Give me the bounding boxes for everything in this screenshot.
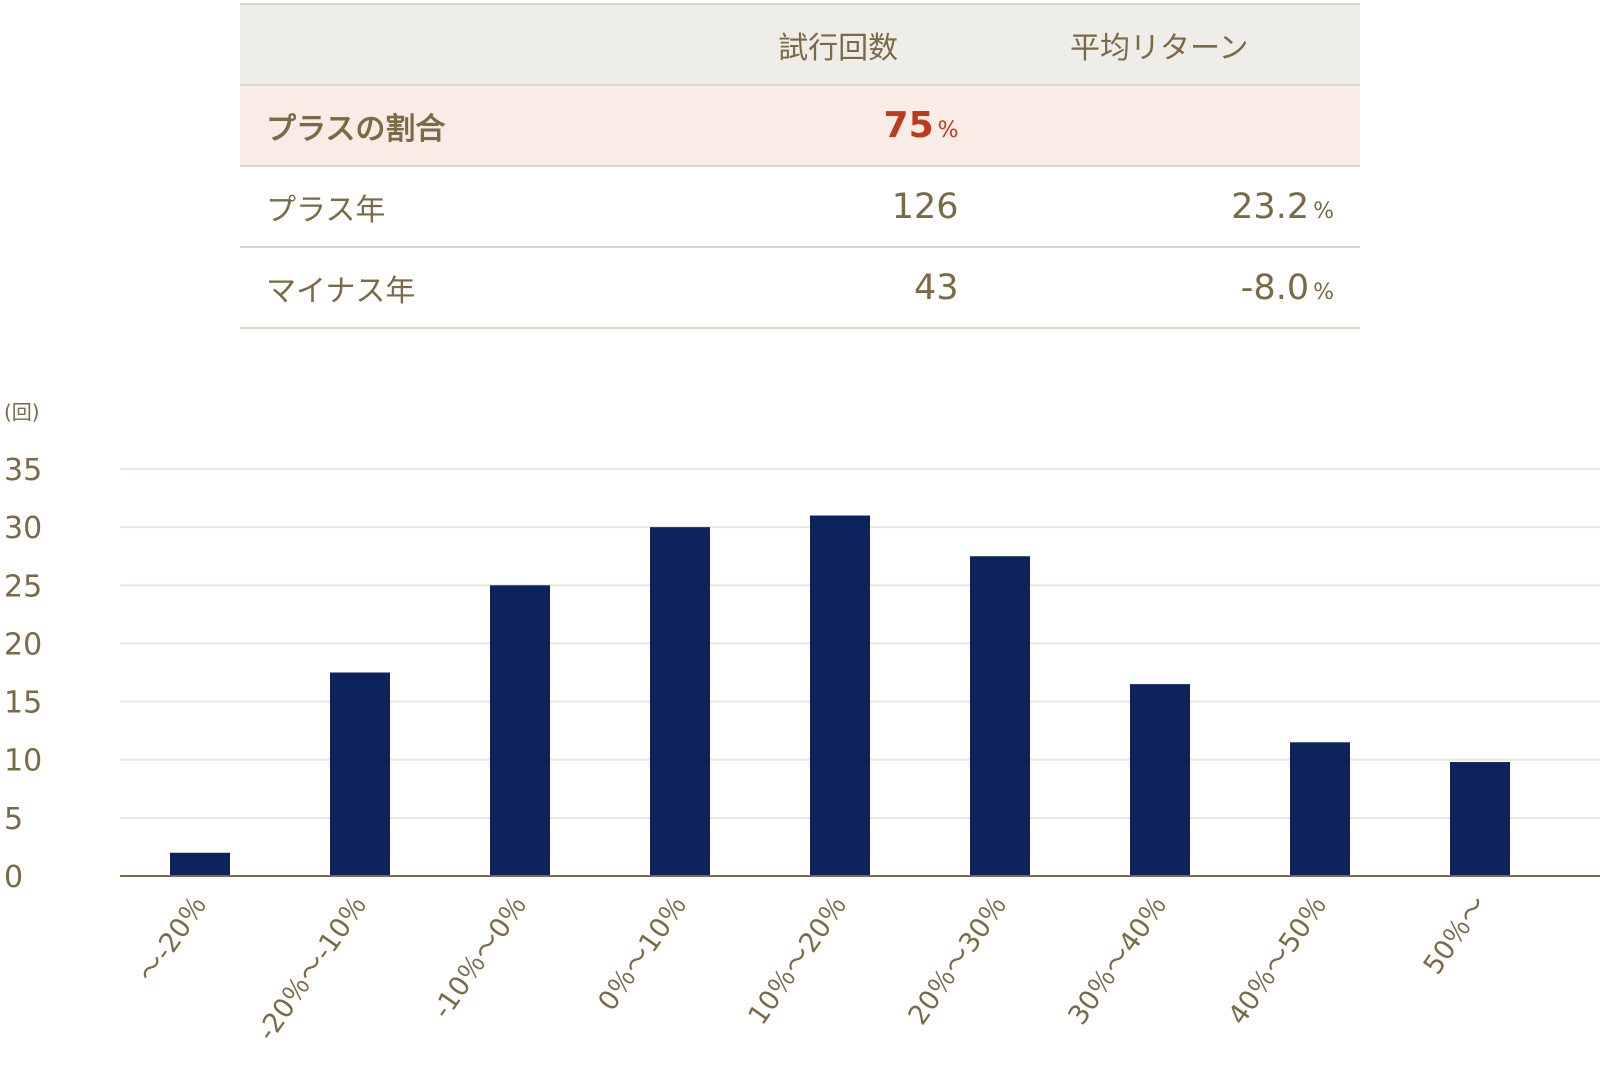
plus-year-avg: 23.2 [1231,186,1310,227]
table-row-minus-year: マイナス年 43 -8.0% [240,247,1360,329]
table-row-plus-year: プラス年 126 23.2% [240,166,1360,248]
plus-year-avg-unit: % [1313,198,1334,224]
bar [170,852,230,876]
minus-year-count: 43 [717,247,959,329]
plus-ratio-cell: 75% [717,85,959,167]
bar [1290,742,1350,876]
y-tick-label: 0 [4,860,23,895]
minus-year-avg-cell: -8.0% [958,247,1360,329]
minus-year-avg-unit: % [1313,279,1334,305]
bar [970,556,1030,876]
plus-ratio-empty [958,85,1360,167]
histogram-chart: (回) 0 5 10 15 20 25 30 35 ～-20％ -20％～-10％ -10％～0％ 0％… [4,400,1600,1047]
header-empty [240,3,718,86]
header-trial-count: 試行回数 [717,3,959,86]
y-tick-label: 25 [4,569,42,604]
minus-year-label: マイナス年 [240,247,718,329]
y-tick-label: 10 [4,744,42,779]
header-average-return: 平均リターン [958,3,1360,86]
x-tick-label: 30％～40％ [1062,890,1173,1030]
plus-year-label: プラス年 [240,166,718,248]
y-axis-label: (回) [4,400,40,424]
y-tick-label: 5 [4,802,23,837]
x-tick-label: 40％～50％ [1222,890,1333,1030]
y-tick-label: 35 [4,453,42,488]
x-tick-label: ～-20％ [132,890,214,988]
y-tick-label: 15 [4,686,42,721]
y-tick-label: 30 [4,511,42,546]
bar [1450,762,1510,876]
x-tick-label: -10％～0％ [427,890,534,1024]
minus-year-avg: -8.0 [1240,267,1310,308]
plus-ratio-label: プラスの割合 [240,85,718,167]
plus-year-avg-cell: 23.2% [958,166,1360,248]
plus-year-count: 126 [717,166,959,248]
table-header-row: 試行回数 平均リターン [240,3,1360,86]
x-tick-label: 0％～10％ [592,890,693,1016]
plus-ratio-value: 75 [883,105,934,146]
bar [330,672,390,876]
y-tick-label: 20 [4,627,42,662]
x-tick-label: -20％～-10％ [251,890,373,1046]
plus-ratio-unit: % [937,118,959,143]
x-tick-label: 50％～ [1418,890,1494,980]
bar [650,527,710,876]
stats-table: 試行回数 平均リターン プラスの割合 75% プラス年 126 23.2% マイ… [240,3,1360,329]
x-tick-label: 20％～30％ [902,890,1013,1030]
bar [1130,684,1190,876]
x-tick-label: 10％～20％ [742,890,853,1030]
table-row-plus-ratio: プラスの割合 75% [240,85,1360,167]
bar [490,585,550,876]
bar [810,515,870,876]
